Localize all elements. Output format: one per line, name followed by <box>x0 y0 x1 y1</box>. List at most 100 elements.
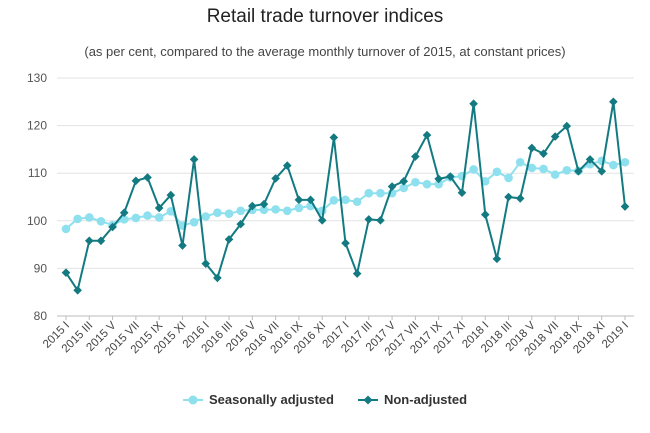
non-adjusted-point <box>96 236 106 246</box>
non-adjusted-point <box>480 210 490 219</box>
non-adjusted-point <box>224 235 234 244</box>
seasonally-adjusted-point <box>236 206 245 216</box>
legend-diamond-marker-icon <box>357 395 378 404</box>
seasonally-adjusted-point <box>61 224 71 234</box>
non-adjusted-point <box>585 155 595 164</box>
y-tick-label: 120 <box>27 119 47 133</box>
seasonally-adjusted-point <box>492 167 502 177</box>
legend-label-seasonally-adjusted: Seasonally adjusted <box>208 392 334 407</box>
non-adjusted-point <box>271 174 280 183</box>
non-adjusted-point <box>248 201 257 211</box>
y-tick-label: 90 <box>34 261 48 275</box>
seasonally-adjusted-point <box>224 209 234 218</box>
chart-subtitle: (as per cent, compared to the average mo… <box>84 44 566 59</box>
seasonally-adjusted-point <box>469 165 478 174</box>
y-tick-label: 100 <box>27 214 47 228</box>
legend-item-non-adjusted[interactable]: Non-adjusted <box>357 392 468 407</box>
non-adjusted-point <box>236 219 245 229</box>
non-adjusted-point <box>119 208 129 218</box>
non-adjusted-point <box>387 182 397 191</box>
non-adjusted-point <box>61 268 71 277</box>
non-adjusted-point <box>317 216 327 225</box>
non-adjusted-point <box>294 195 304 205</box>
seasonally-adjusted-point <box>143 211 152 220</box>
non-adjusted-point <box>166 190 176 200</box>
non-adjusted-point <box>329 133 339 142</box>
non-adjusted-point <box>154 203 164 213</box>
seasonally-adjusted-point <box>352 197 362 207</box>
seasonally-adjusted-point <box>259 205 269 215</box>
non-adjusted-point <box>539 149 548 158</box>
non-adjusted-point <box>282 161 292 170</box>
y-tick-label: 130 <box>27 71 47 85</box>
seasonally-adjusted-point <box>620 157 630 167</box>
seasonally-adjusted-point <box>294 203 304 213</box>
non-adjusted-point <box>492 254 502 264</box>
non-adjusted-point <box>574 166 583 176</box>
chart-title: Retail trade turnover indices <box>206 6 444 27</box>
non-adjusted-point <box>352 269 362 278</box>
non-adjusted-point <box>108 222 117 232</box>
seasonally-adjusted-point <box>166 206 176 216</box>
non-adjusted-point <box>527 143 537 153</box>
legend-label-non-adjusted: Non-adjusted <box>383 392 468 407</box>
non-adjusted-point <box>457 188 467 198</box>
non-adjusted-point <box>364 215 374 224</box>
seasonally-adjusted-point <box>515 157 525 167</box>
seasonally-adjusted-point <box>201 212 211 221</box>
non-adjusted-point <box>446 172 455 181</box>
non-adjusted-point <box>341 238 350 248</box>
non-adjusted-point <box>131 176 141 186</box>
seasonally-adjusted-point <box>341 195 350 205</box>
legend-item-seasonally-adjusted[interactable]: Seasonally adjusted <box>182 392 334 407</box>
non-adjusted-point <box>411 152 420 161</box>
non-adjusted-point <box>201 259 211 268</box>
non-adjusted-point <box>178 241 187 250</box>
seasonally-adjusted-point <box>96 216 106 226</box>
non-adjusted-point <box>422 130 432 140</box>
non-adjusted-point <box>259 199 269 209</box>
seasonally-adjusted-point <box>399 183 409 193</box>
seasonally-adjusted-point <box>119 215 129 224</box>
non-adjusted-point <box>143 173 152 182</box>
x-tick-label: 2019 I <box>600 320 631 351</box>
seasonally-adjusted-point <box>504 173 513 183</box>
seasonally-adjusted-point <box>329 196 339 205</box>
seasonally-adjusted-point <box>562 166 572 175</box>
seasonally-adjusted-point <box>213 208 222 218</box>
non-adjusted-point <box>84 236 94 246</box>
non-adjusted-point <box>376 216 385 225</box>
non-adjusted-point <box>550 132 560 141</box>
seasonally-adjusted-point <box>527 163 537 173</box>
seasonally-adjusted-point <box>480 176 490 186</box>
y-tick-label: 110 <box>28 166 47 180</box>
non-adjusted-point <box>189 155 199 164</box>
seasonally-adjusted-point <box>73 214 82 224</box>
seasonally-adjusted-point <box>422 179 432 189</box>
non-adjusted-point <box>434 174 443 184</box>
seasonally-adjusted-point <box>131 213 141 223</box>
non-adjusted-point <box>609 97 618 107</box>
seasonally-adjusted-point <box>189 217 199 227</box>
non-adjusted-point <box>620 202 630 211</box>
non-adjusted-point <box>515 194 525 203</box>
non-adjusted-point <box>399 176 409 186</box>
seasonally-adjusted-point <box>271 205 280 214</box>
seasonally-adjusted-point <box>376 188 385 198</box>
seasonally-adjusted-point <box>550 170 560 179</box>
legend: Seasonally adjusted Non-adjusted <box>0 392 650 407</box>
non-adjusted-point <box>73 285 82 295</box>
seasonally-adjusted-point <box>609 160 618 170</box>
y-tick-label: 80 <box>34 309 48 323</box>
non-adjusted-point <box>213 273 222 283</box>
non-adjusted-point <box>306 195 315 205</box>
seasonally-adjusted-point <box>282 206 292 216</box>
seasonally-adjusted-point <box>84 213 94 222</box>
non-adjusted-point <box>469 99 478 109</box>
seasonally-adjusted-point <box>411 177 420 187</box>
seasonally-adjusted-point <box>154 213 164 222</box>
seasonally-adjusted-point <box>434 179 443 189</box>
seasonally-adjusted-point <box>364 188 374 198</box>
non-adjusted-point <box>597 166 607 176</box>
